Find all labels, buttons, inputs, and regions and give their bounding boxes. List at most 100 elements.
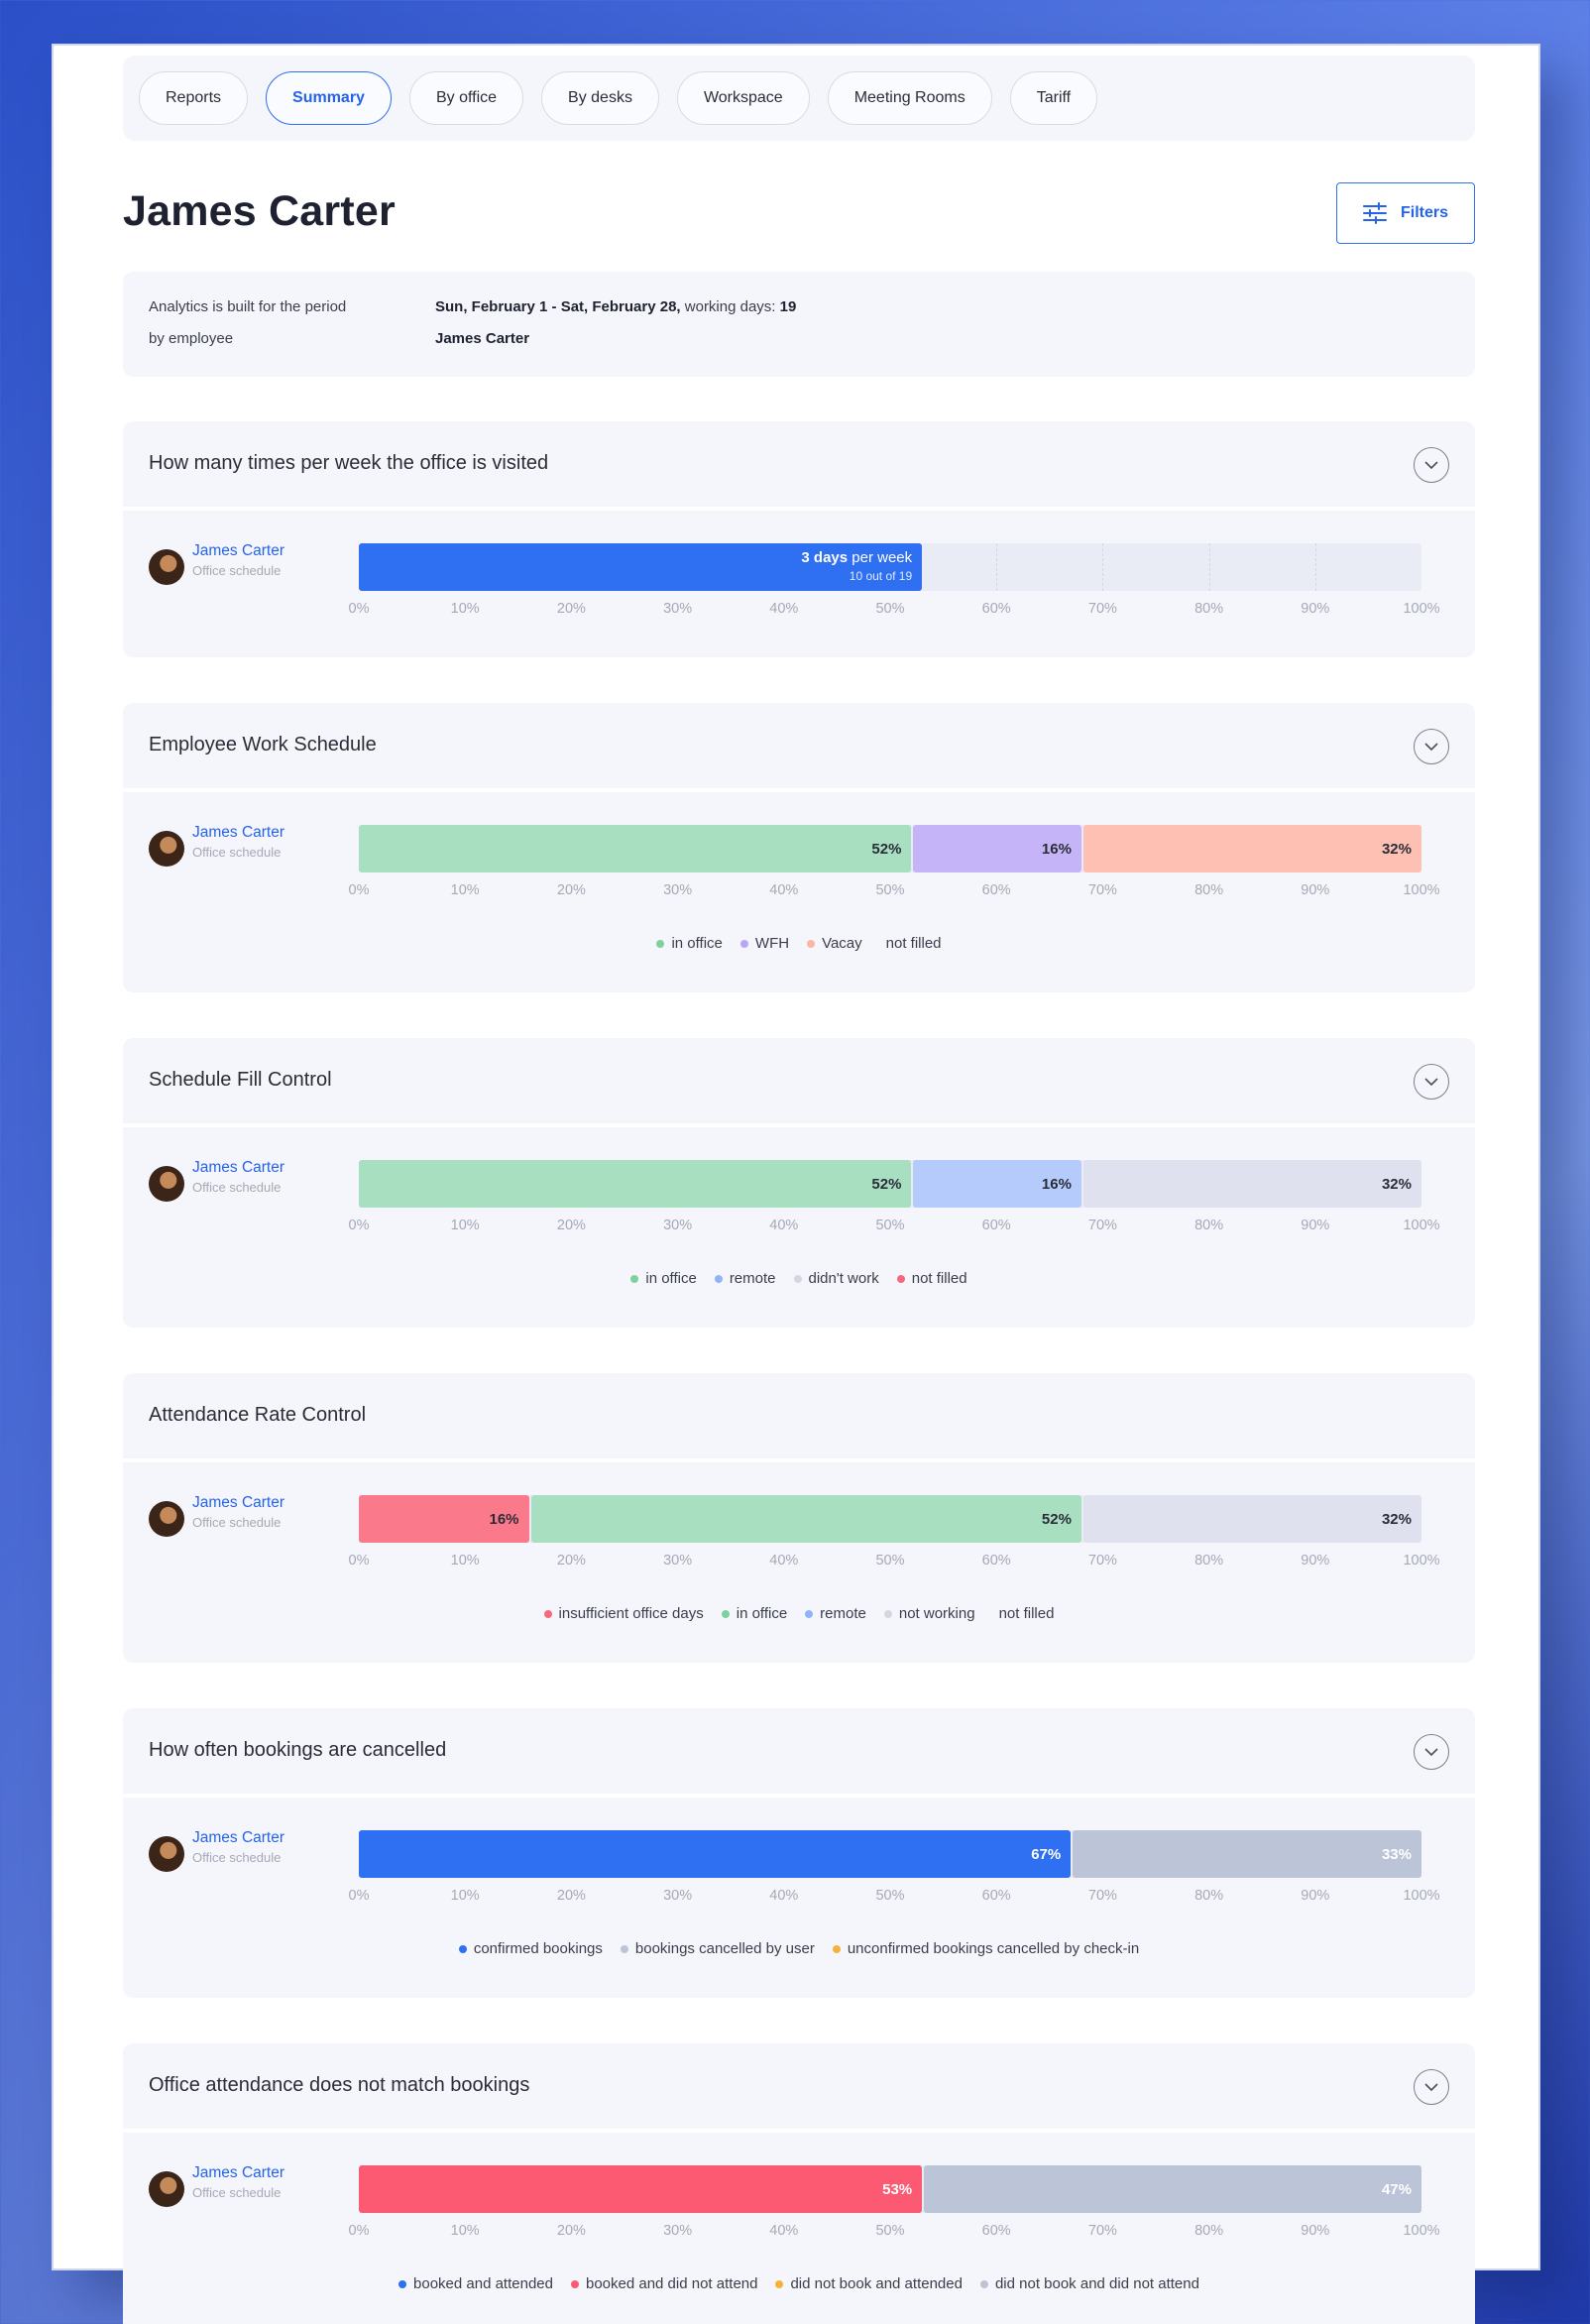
legend-item: did not book and did not attend [979, 2275, 1199, 2292]
employee-subtitle: Office schedule [192, 2185, 282, 2200]
collapse-toggle[interactable] [1414, 1734, 1449, 1770]
legend-label: did not book and did not attend [994, 2275, 1199, 2292]
legend-dot [807, 939, 816, 948]
tick-label: 80% [1194, 882, 1224, 898]
employee-name-link[interactable]: James Carter [192, 1159, 285, 1176]
analytics-card: How often bookings are cancelled James Ca… [123, 1708, 1475, 1998]
employee-name-link[interactable]: James Carter [192, 542, 285, 559]
legend-label: not working [898, 1605, 975, 1622]
analytics-sections: How many times per week the office is vi… [123, 421, 1475, 2324]
visits-value: 3 days per week 10 out of 19 [801, 549, 912, 585]
legend-item: booked and did not attend [570, 2275, 757, 2292]
tab-reports[interactable]: Reports [139, 71, 249, 125]
tab-meeting-rooms[interactable]: Meeting Rooms [827, 71, 992, 125]
tick-label: 20% [556, 1888, 586, 1904]
legend-item: not filled [896, 1270, 967, 1287]
tick-label: 0% [348, 882, 370, 898]
bar-segment: 53% [359, 2165, 923, 2213]
card-body: James Carter Office schedule 53% 47% 0% 10% 20… [123, 2133, 1475, 2324]
tick-label: 90% [1301, 1218, 1330, 1233]
card-header: Office attendance does not match booking… [123, 2043, 1475, 2129]
legend-label: insufficient office days [558, 1605, 704, 1622]
tab-summary[interactable]: Summary [266, 71, 392, 125]
tick-label: 20% [556, 601, 586, 617]
tick-label: 20% [556, 1553, 586, 1569]
filters-button[interactable]: Filters [1336, 182, 1475, 244]
collapse-toggle[interactable] [1414, 1064, 1449, 1100]
tab-bar: Reports Summary By office By desks Workspace… [123, 56, 1475, 141]
legend-dot [775, 2279, 784, 2288]
avatar [149, 1501, 184, 1537]
legend-label: in office [645, 1270, 697, 1287]
tick-label: 40% [769, 2223, 799, 2239]
axis-ticks: 0% 10% 20% 30% 40% 50% 60% 70% 80% 90% 100% [349, 1888, 1440, 1906]
tick-label: 0% [348, 1888, 370, 1904]
chevron-down-icon [1424, 460, 1438, 469]
bar-segment: 32% [1082, 825, 1421, 872]
legend-label: not filled [911, 1270, 967, 1287]
tick-label: 100% [1403, 1888, 1440, 1904]
collapse-toggle[interactable] [1414, 2069, 1449, 2105]
legend-dot [714, 1274, 723, 1283]
legend-item: didn't work [793, 1270, 879, 1287]
tick-label: 40% [769, 882, 799, 898]
visits-value-line: 3 days per week [801, 549, 912, 567]
working-days-label: working days: [684, 298, 776, 315]
card-body: James Carter Office schedule 16% 52% 32% 0% 10… [123, 1462, 1475, 1663]
tick-label: 50% [875, 1218, 905, 1233]
axis-ticks: 0% 10% 20% 30% 40% 50% 60% 70% 80% 90% 100% [349, 1553, 1440, 1570]
tick-label: 60% [981, 2223, 1011, 2239]
tick-label: 80% [1194, 1888, 1224, 1904]
legend-dot [398, 2279, 407, 2288]
tab-workspace[interactable]: Workspace [676, 71, 810, 125]
bar-track: 53% 47% [359, 2165, 1421, 2213]
tick-label: 100% [1403, 2223, 1440, 2239]
tick-label: 0% [348, 2223, 370, 2239]
tick-label: 30% [663, 1888, 693, 1904]
tick-label: 0% [348, 1553, 370, 1569]
card-header: How many times per week the office is vi… [123, 421, 1475, 507]
legend-dot [793, 1274, 802, 1283]
axis-ticks: 0% 10% 20% 30% 40% 50% 60% 70% 80% 90% 100% [349, 2223, 1440, 2241]
tick-label: 40% [769, 1888, 799, 1904]
employee-name-link[interactable]: James Carter [192, 1494, 285, 1511]
tab-tariff[interactable]: Tariff [1009, 71, 1098, 125]
tick-label: 0% [348, 1218, 370, 1233]
employee-subtitle: Office schedule [192, 845, 282, 860]
legend-label: booked and attended [413, 2275, 553, 2292]
bar-track: 52% 16% 32% [359, 1160, 1421, 1208]
chart-legend: booked and attended booked and did not at… [123, 2275, 1475, 2292]
tick-label: 70% [1087, 882, 1117, 898]
employee-name-link[interactable]: James Carter [192, 2164, 285, 2181]
card-header: Attendance Rate Control [123, 1373, 1475, 1458]
bar-segment: 16% [913, 1160, 1081, 1208]
tab-by-desks[interactable]: By desks [541, 71, 659, 125]
visits-days: 3 days [801, 549, 849, 566]
avatar [149, 831, 184, 867]
card-title: Office attendance does not match booking… [149, 2074, 530, 2096]
collapse-toggle[interactable] [1414, 729, 1449, 764]
legend-dot [739, 939, 748, 948]
legend-item: WFH [739, 935, 789, 952]
tick-label: 90% [1301, 1888, 1330, 1904]
legend-label: Vacay [822, 935, 862, 952]
employee-name-link[interactable]: James Carter [192, 1829, 285, 1846]
tick-label: 30% [663, 1218, 693, 1233]
bar-segment: 67% [359, 1830, 1072, 1878]
tick-label: 20% [556, 2223, 586, 2239]
tick-label: 30% [663, 1553, 693, 1569]
tick-label: 90% [1301, 882, 1330, 898]
card-header: How often bookings are cancelled [123, 1708, 1475, 1794]
collapse-toggle[interactable] [1414, 447, 1449, 483]
employee-name-link[interactable]: James Carter [192, 824, 285, 841]
employee-subtitle: Office schedule [192, 1850, 282, 1865]
tick-label: 30% [663, 601, 693, 617]
legend-item: confirmed bookings [458, 1940, 603, 1957]
working-days-value: 19 [779, 298, 797, 315]
main-content: Reports Summary By office By desks Workspace… [123, 56, 1475, 2324]
tick-label: 60% [981, 601, 1011, 617]
card-title: How many times per week the office is vi… [149, 452, 549, 474]
axis-ticks: 0% 10% 20% 30% 40% 50% 60% 70% 80% 90% 100% [349, 882, 1440, 900]
legend-dot [721, 1609, 730, 1618]
tab-by-office[interactable]: By office [408, 71, 524, 125]
